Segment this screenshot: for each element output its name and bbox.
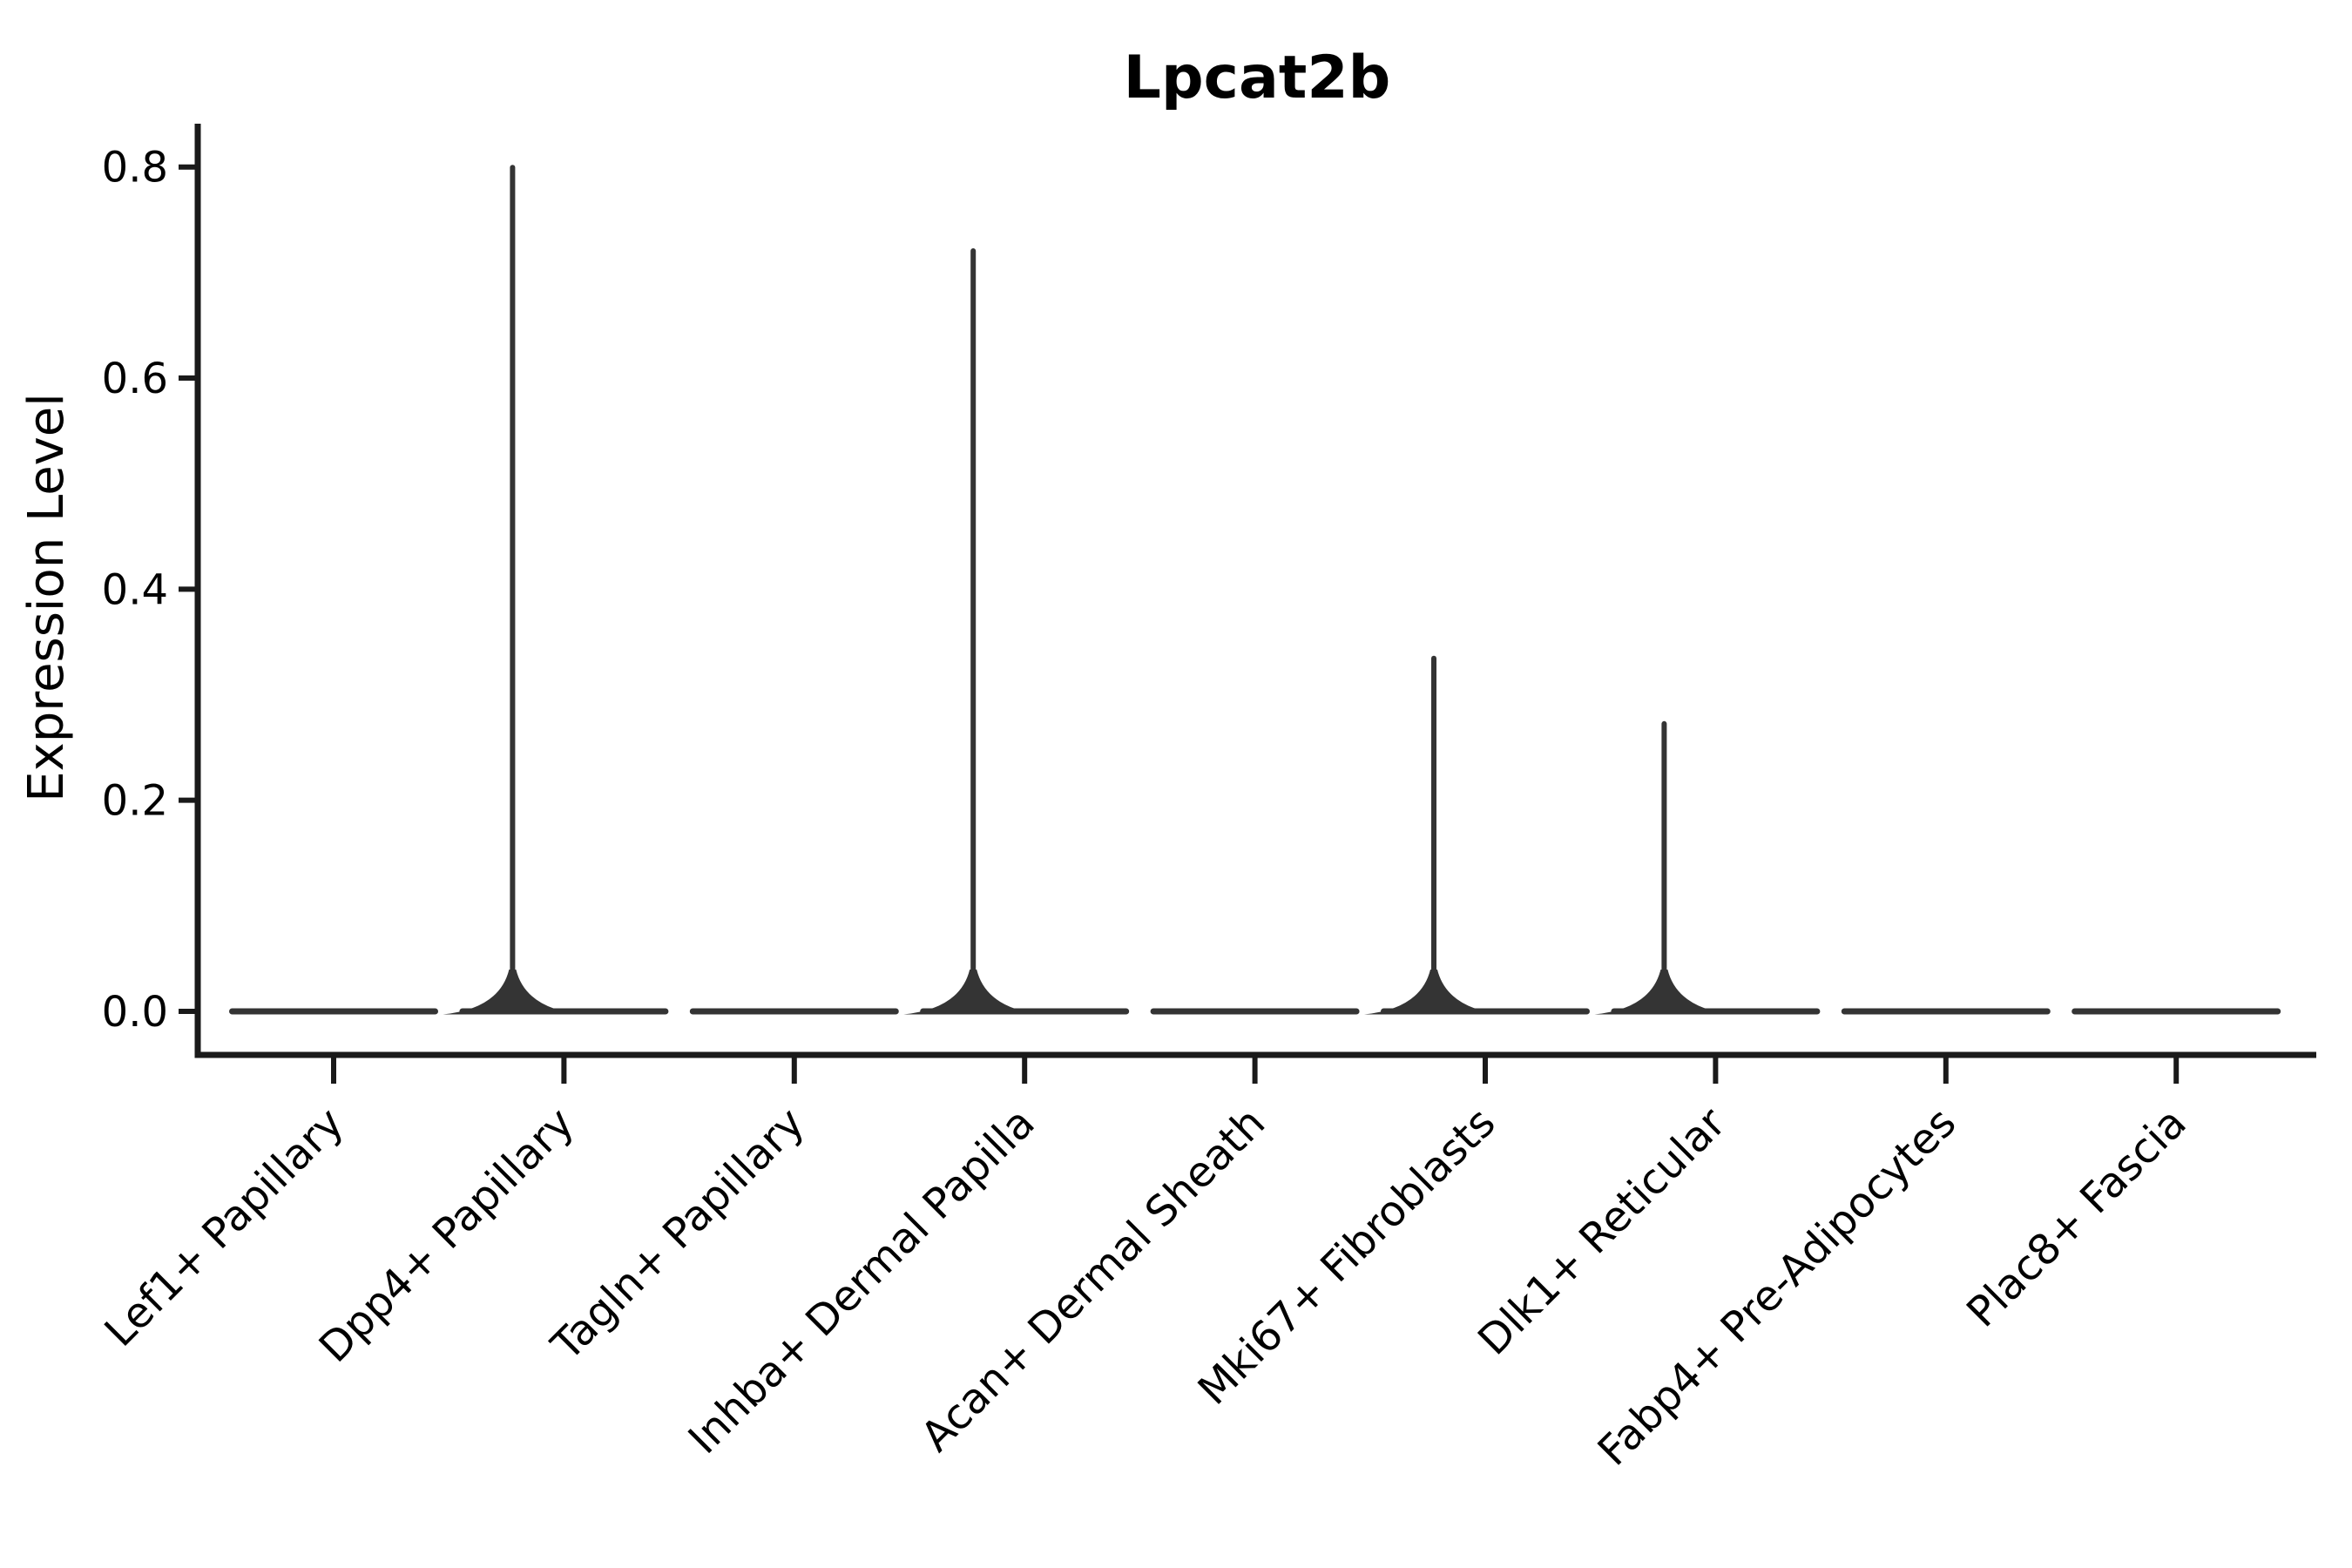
violin-body (689, 1008, 899, 1015)
y-axis-label: Expression Level (18, 393, 75, 802)
y-tick-label: 0.4 (102, 565, 168, 614)
x-tick-label: Plac8+ Fascia (1957, 1098, 2196, 1337)
y-tick-label: 0.8 (102, 144, 168, 193)
x-tick-label: Tagln+ Papillary (542, 1098, 814, 1370)
violin-body (1150, 1008, 1360, 1015)
violin-flare (443, 970, 583, 1015)
violin-flare (903, 970, 1044, 1015)
violin-flare (1594, 970, 1734, 1015)
violin-body (229, 1008, 438, 1015)
y-tick-label: 0.0 (102, 988, 168, 1037)
chart-title: Lpcat2b (1124, 44, 1391, 112)
x-tick-label: Dlk1+ Reticular (1469, 1098, 1735, 1365)
x-tick-label: Dpp4+ Papillary (310, 1098, 584, 1372)
x-tick-label: Lef1+ Papillary (96, 1098, 354, 1356)
violin-body (2072, 1008, 2281, 1015)
violin-flare (1364, 970, 1504, 1015)
violin-body (1841, 1008, 2051, 1015)
y-tick-label: 0.6 (102, 355, 168, 403)
y-tick-label: 0.2 (102, 777, 168, 826)
